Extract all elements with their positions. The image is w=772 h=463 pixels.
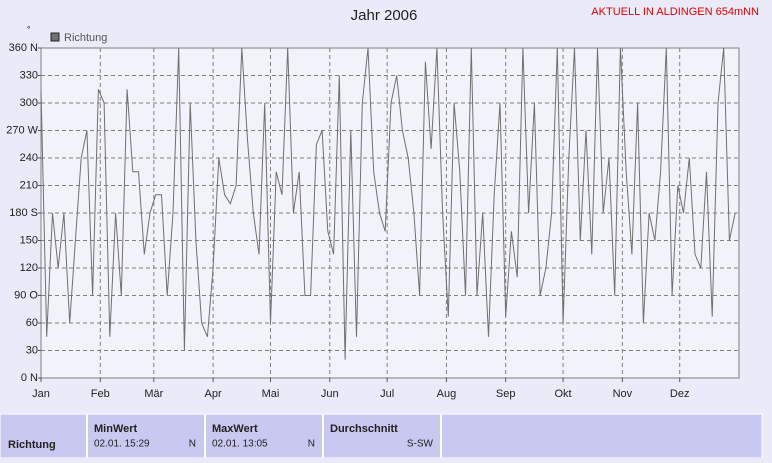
y-tick-label: 180 S [9, 207, 38, 219]
plot-area [40, 47, 740, 379]
stats-table: MinWert MaxWert Durchschnitt Richtung 02… [0, 413, 763, 459]
x-tick-label: Mär [144, 388, 163, 400]
table-header: MinWert [94, 423, 138, 435]
y-tick-label: 30 [26, 344, 38, 356]
table-cell: S-SW [407, 439, 434, 450]
y-tick-label: 360 N [9, 42, 38, 54]
x-tick-label: Mai [262, 388, 280, 400]
x-tick-label: Okt [555, 388, 572, 400]
y-tick-label: 60 [26, 317, 38, 329]
table-cell: 02.01. 13:05 [212, 439, 268, 450]
table-header: Durchschnitt [330, 423, 398, 435]
data-line [40, 47, 736, 360]
table-bg [0, 413, 763, 459]
y-tick-label: 270 W [6, 124, 38, 136]
x-tick-label: Jun [321, 388, 339, 400]
y-tick-label: 300 [20, 97, 38, 109]
row-label: Richtung [8, 439, 56, 451]
x-tick-label: Jan [32, 388, 50, 400]
chart-title: Jahr 2006 [351, 7, 418, 24]
y-tick-label: 0 N [21, 372, 38, 384]
y-tick-label: 240 [20, 152, 38, 164]
x-tick-label: Jul [380, 388, 394, 400]
chart-subtitle: AKTUELL IN ALDINGEN 654mNN [591, 6, 759, 18]
y-tick-label: 90 O [14, 289, 38, 301]
table-cell: N [189, 439, 196, 450]
table-cell: N [308, 439, 315, 450]
legend-label: Richtung [64, 32, 107, 44]
x-tick-label: Aug [437, 388, 457, 400]
y-tick-label: 150 [20, 234, 38, 246]
table-cell: 02.01. 15:29 [94, 439, 150, 450]
y-tick-label: 210 [20, 179, 38, 191]
x-tick-label: Dez [670, 388, 690, 400]
y-unit: ° [27, 24, 31, 34]
legend-swatch [50, 32, 60, 42]
x-tick-label: Sep [496, 388, 516, 400]
y-tick-label: 120 [20, 262, 38, 274]
x-tick-label: Nov [613, 388, 633, 400]
y-tick-label: 330 [20, 69, 38, 81]
x-tick-label: Feb [91, 388, 110, 400]
table-header: MaxWert [212, 423, 258, 435]
x-tick-label: Apr [205, 388, 222, 400]
